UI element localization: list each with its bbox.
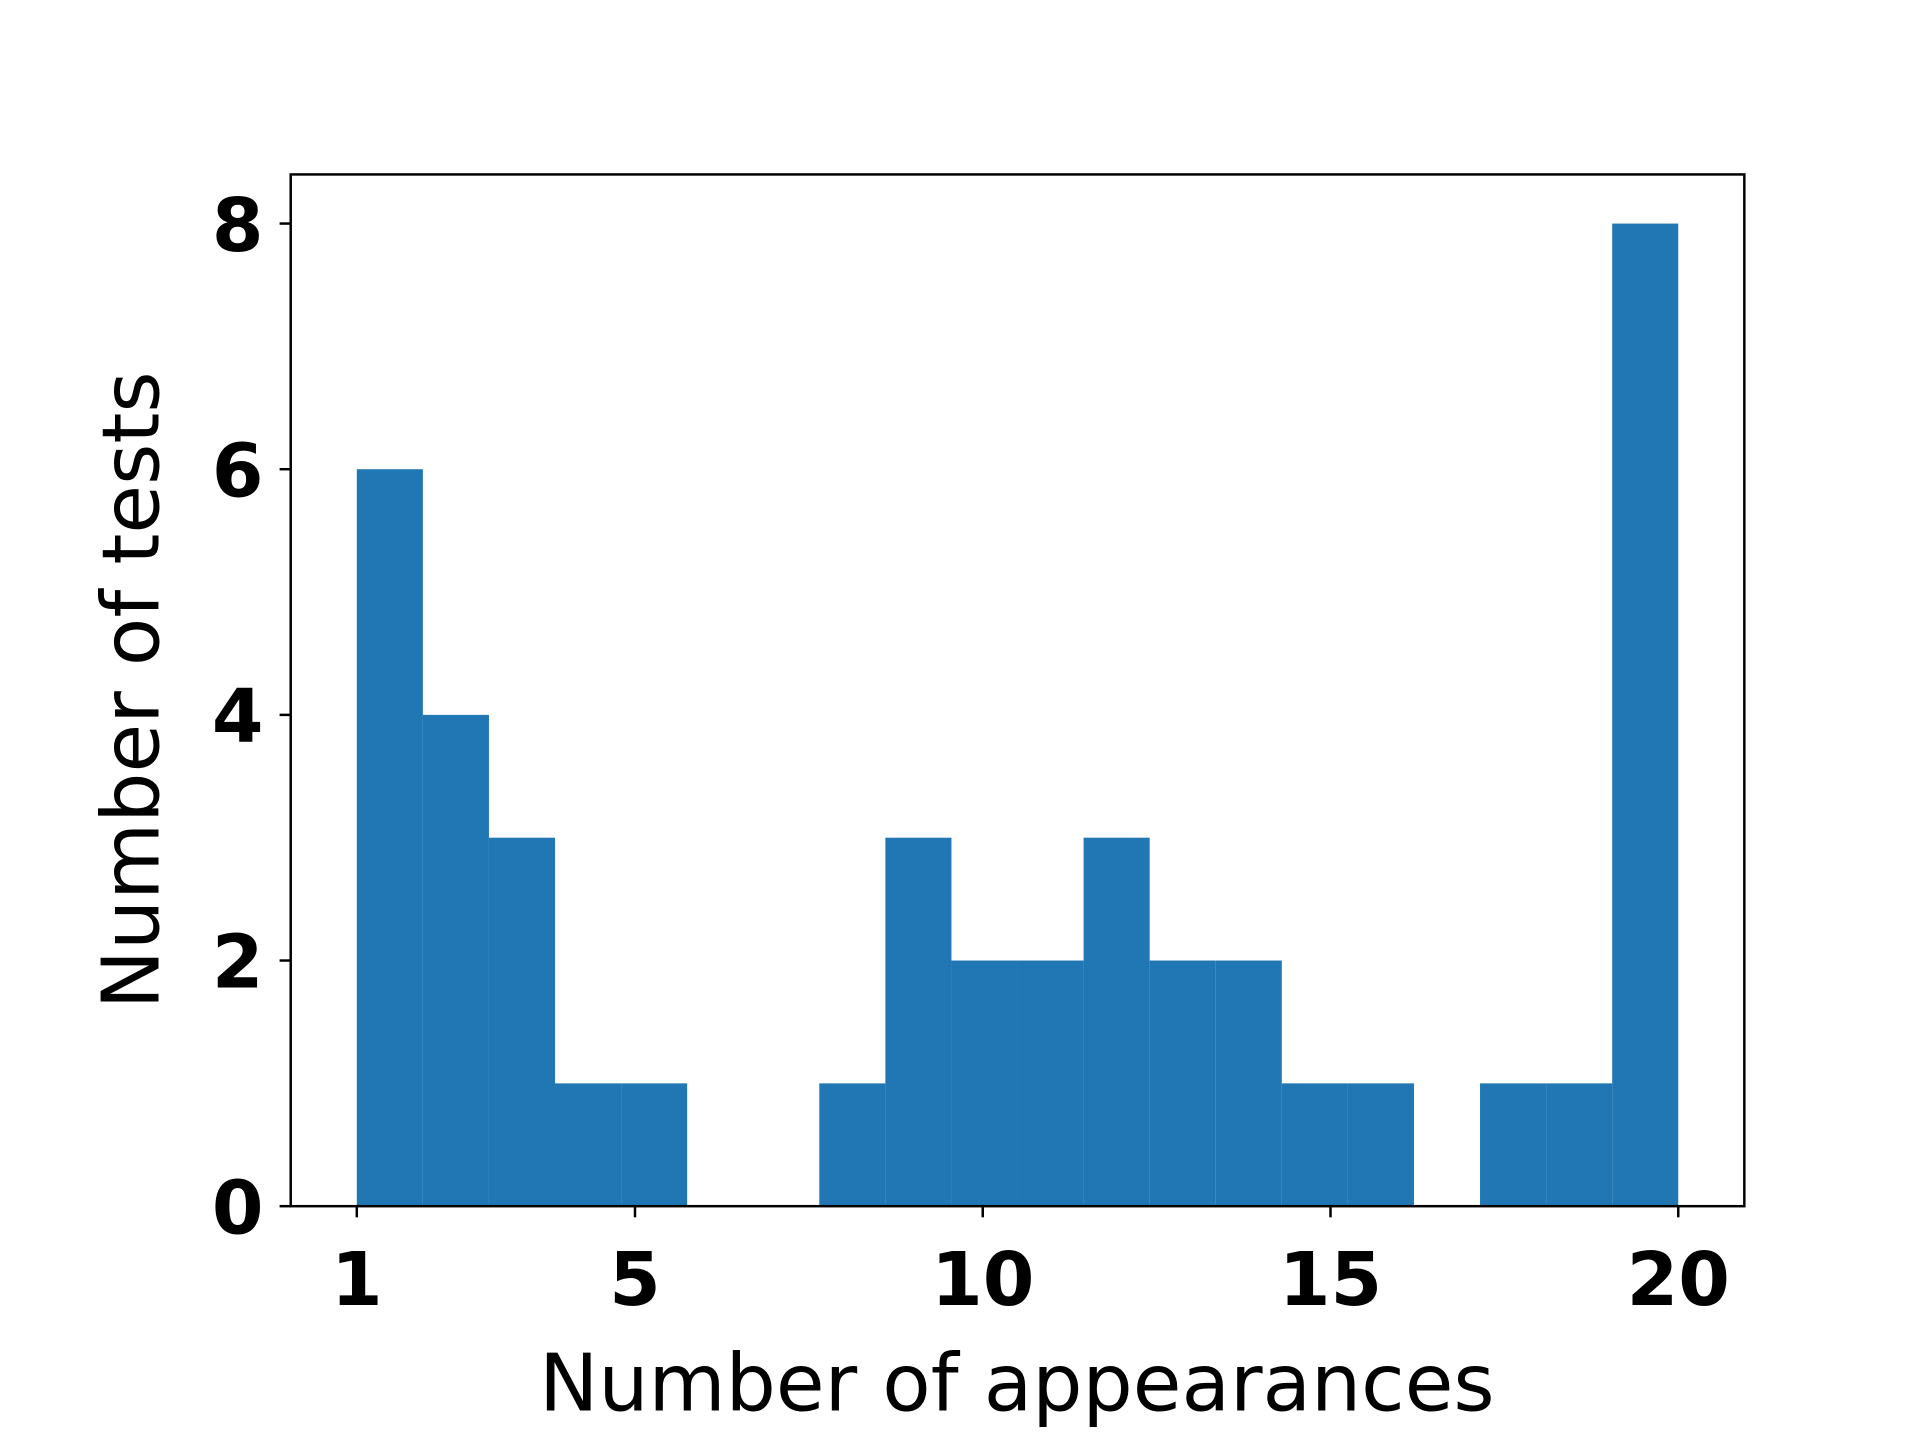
bar [1347,1083,1414,1207]
y-tick-label: 0 [212,1164,264,1251]
bar [422,714,489,1207]
bar [951,960,1018,1207]
bar [1480,1083,1547,1207]
x-tick-label: 10 [931,1236,1034,1323]
bar [1149,960,1216,1207]
bar [1281,1083,1348,1207]
y-tick-label: 8 [212,182,264,269]
bar [555,1083,622,1207]
y-tick-label: 2 [212,919,264,1006]
x-axis-label: Number of appearances [539,1337,1494,1429]
x-tick-label: 1 [331,1236,383,1323]
bar [488,837,556,1207]
x-tick-label: 5 [609,1236,661,1323]
bar [819,1083,886,1207]
bar [1215,960,1282,1207]
bar [1083,837,1150,1207]
x-tick-label: 20 [1627,1236,1730,1323]
bar [1017,960,1084,1207]
bar [1612,223,1679,1207]
bar [356,469,423,1207]
x-tick-label: 15 [1279,1236,1382,1323]
plot-frame [289,173,1746,1208]
y-axis-label: Number of tests [85,371,177,1009]
y-tick-label: 6 [212,427,264,514]
bar [885,837,952,1207]
bar [1546,1083,1613,1207]
bar [621,1083,688,1207]
y-tick-label: 4 [212,673,264,760]
